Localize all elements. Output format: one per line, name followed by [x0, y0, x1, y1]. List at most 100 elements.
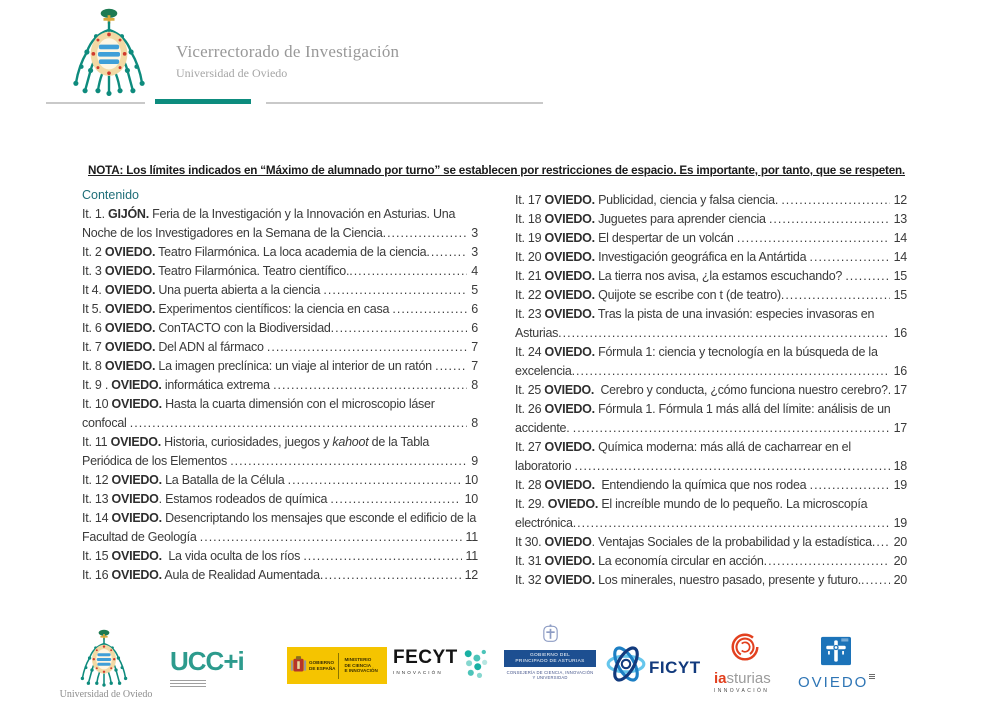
toc-entry[interactable]: It. 8 OVIEDO. La imagen preclínica: un v…: [82, 357, 478, 376]
toc-entry[interactable]: It. 27 OVIEDO. Química moderna: más allá…: [515, 438, 907, 476]
toc-page-number: 20: [889, 552, 907, 571]
toc-entry[interactable]: It. 12 OVIEDO. La Batalla de la Célula .…: [82, 471, 478, 490]
toc-entry[interactable]: It. 7 OVIEDO. Del ADN al fármaco .......…: [82, 338, 478, 357]
toc-entry-line: It. 11 OVIEDO. Historia, curiosidades, j…: [82, 433, 478, 452]
ficyt-logo: FICYT: [605, 643, 701, 685]
toc-text-segment: El despertar de un volcán: [594, 231, 737, 245]
dot-leader: ........................................…: [303, 549, 478, 563]
toc-page-number: 10: [460, 490, 478, 509]
toc-entry-line: Asturias................................…: [515, 324, 907, 343]
toc-entry[interactable]: It. 6 OVIEDO. ConTACTO con la Biodiversi…: [82, 319, 478, 338]
toc-entry[interactable]: It. 18 OVIEDO. Juguetes para aprender ci…: [515, 210, 907, 229]
toc-entry[interactable]: It. 15 OVIEDO. La vida oculta de los río…: [82, 547, 478, 566]
toc-entry-line: It. 17 OVIEDO. Publicidad, ciencia y fal…: [515, 191, 907, 210]
toc-entry-line: It. 13 OVIEDO. Estamos rodeados de quími…: [82, 490, 478, 509]
toc-entry[interactable]: It. 10 OVIEDO. Hasta la cuarta dimensión…: [82, 395, 478, 433]
toc-entry-line: It. 8 OVIEDO. La imagen preclínica: un v…: [82, 357, 478, 376]
dot-leader: ........................................…: [330, 492, 478, 506]
toc-entry[interactable]: It. 21 OVIEDO. La tierra nos avisa, ¿la …: [515, 267, 907, 286]
toc-text-segment: OVIEDO.: [544, 307, 596, 321]
toc-entry[interactable]: It. 11 OVIEDO. Historia, curiosidades, j…: [82, 433, 478, 471]
iasturias-logo: iasturias INNOVACIÓN: [714, 631, 798, 694]
principado-box-label: GOBIERNO DEL PRINCIPADO DE ASTURIAS: [504, 650, 596, 667]
toc-entry-line: It. 19 OVIEDO. El despertar de un volcán…: [515, 229, 907, 248]
toc-entry-line: It. 21 OVIEDO. La tierra nos avisa, ¿la …: [515, 267, 907, 286]
toc-entry[interactable]: It. 23 OVIEDO. Tras la pista de una inva…: [515, 305, 907, 343]
oviedo-logo-text: OVIEDO: [798, 674, 890, 691]
toc-text-segment: Desencriptando los mensajes que esconde …: [161, 511, 477, 525]
toc-text-segment: OVIEDO.: [111, 568, 163, 582]
toc-entry[interactable]: It. 29. OVIEDO. El increíble mundo de lo…: [515, 495, 907, 533]
toc-text-segment: Hasta la cuarta dimensión con el microsc…: [161, 397, 435, 411]
toc-text-segment: . Estamos rodeados de química: [158, 492, 331, 506]
dot-leader: ........................................…: [574, 459, 907, 473]
toc-text-segment: OVIEDO.: [110, 435, 162, 449]
nota-banner: NOTA: Los límites indicados en “Máximo d…: [88, 161, 905, 179]
toc-entry[interactable]: It 30. OVIEDO. Ventajas Sociales de la p…: [515, 533, 907, 552]
toc-entry[interactable]: It. 9 . OVIEDO. informática extrema ....…: [82, 376, 478, 395]
toc-text-segment: La economía circular en acción: [594, 554, 764, 568]
ucci-logo-smallprint: [170, 679, 270, 687]
toc-entry[interactable]: It. 19 OVIEDO. El despertar de un volcán…: [515, 229, 907, 248]
dot-leader: ........................................…: [435, 359, 478, 373]
toc-page-number: 8: [467, 414, 478, 433]
toc-entry[interactable]: It. 25 OVIEDO. Cerebro y conducta, ¿cómo…: [515, 381, 907, 400]
toc-text-segment: OVIEDO.: [544, 193, 596, 207]
toc-text-segment: OVIEDO: [111, 492, 159, 506]
toc-entry[interactable]: It. 28 OVIEDO. Entendiendo la química qu…: [515, 476, 907, 495]
toc-entry[interactable]: It. 1. GIJÓN. Feria de la Investigación …: [82, 205, 478, 243]
toc-entry[interactable]: It. 17 OVIEDO. Publicidad, ciencia y fal…: [515, 191, 907, 210]
toc-entry[interactable]: It 5. OVIEDO. Experimentos científicos: …: [82, 300, 478, 319]
toc-page-number: 5: [467, 281, 478, 300]
dot-leader: ........................................…: [382, 226, 478, 240]
toc-entry[interactable]: It 4. OVIEDO. Una puerta abierta a la ci…: [82, 281, 478, 300]
toc-entry[interactable]: It. 22 OVIEDO. Quijote se escribe con t …: [515, 286, 907, 305]
toc-entry[interactable]: It. 31 OVIEDO. La economía circular en a…: [515, 552, 907, 571]
toc-text-segment: Facultad de Geología: [82, 530, 200, 544]
iasturias-logo-text: iasturias: [714, 670, 771, 687]
toc-entry-line: It 4. OVIEDO. Una puerta abierta a la ci…: [82, 281, 478, 300]
toc-text-segment: It. 29.: [515, 497, 548, 511]
toc-entry[interactable]: It. 14 OVIEDO. Desencriptando los mensaj…: [82, 509, 478, 547]
toc-text-segment: OVIEDO.: [544, 345, 596, 359]
toc-entry[interactable]: It. 16 OVIEDO. Aula de Realidad Aumentad…: [82, 566, 478, 585]
toc-page-number: 11: [461, 547, 478, 566]
toc-entry[interactable]: It. 13 OVIEDO. Estamos rodeados de quími…: [82, 490, 478, 509]
toc-entry[interactable]: It. 20 OVIEDO. Investigación geográfica …: [515, 248, 907, 267]
toc-entry-line: electrónica.............................…: [515, 514, 907, 533]
toc-entry-line: It. 28 OVIEDO. Entendiendo la química qu…: [515, 476, 907, 495]
dot-leader: ........................................…: [572, 421, 907, 435]
dot-leader: ........................................…: [199, 530, 478, 544]
gobierno-espana-label: GOBIERNO DE ESPAÑA: [309, 660, 336, 671]
toc-text-segment: It. 31: [515, 554, 545, 568]
toc-page-number: 6: [467, 300, 478, 319]
toc-entry[interactable]: It. 3 OVIEDO. Teatro Filarmónica. Teatro…: [82, 262, 478, 281]
header-rule-teal-segment: [155, 99, 251, 104]
toc-entry-line: It. 1. GIJÓN. Feria de la Investigación …: [82, 205, 478, 224]
dot-leader: ........................................…: [768, 212, 907, 226]
toc-text-segment: OVIEDO.: [104, 302, 156, 316]
toc-text-segment: Tras la pista de una invasión: especies …: [594, 307, 875, 321]
toc-entry[interactable]: It. 2 OVIEDO. Teatro Filarmónica. La loc…: [82, 243, 478, 262]
toc-text-segment: It. 15: [82, 549, 112, 563]
dot-leader: ........................................…: [763, 554, 907, 568]
uniovi-footer-caption: Universidad de Oviedo: [59, 689, 153, 700]
toc-entry-line: It. 6 OVIEDO. ConTACTO con la Biodiversi…: [82, 319, 478, 338]
toc-entry[interactable]: It. 32 OVIEDO. Los minerales, nuestro pa…: [515, 571, 907, 590]
principado-caption: CONSEJERÍA DE CIENCIA, INNOVACIÓN Y UNIV…: [506, 669, 594, 680]
toc-text-segment: OVIEDO.: [544, 478, 596, 492]
header-rule-left: [46, 102, 145, 104]
dot-leader: ........................................…: [558, 326, 907, 340]
toc-page-number: 14: [889, 229, 907, 248]
toc-text-segment: excelencia: [515, 364, 572, 378]
toc-text-segment: It. 27: [515, 440, 545, 454]
toc-entry-line: It. 22 OVIEDO. Quijote se escribe con t …: [515, 286, 907, 305]
toc-text-segment: OVIEDO.: [544, 440, 596, 454]
toc-text-segment: It 4.: [82, 283, 105, 297]
toc-text-segment: OVIEDO.: [544, 250, 596, 264]
toc-entry[interactable]: It. 26 OVIEDO. Fórmula 1. Fórmula 1 más …: [515, 400, 907, 438]
toc-text-segment: OVIEDO.: [111, 378, 162, 392]
toc-entry[interactable]: It. 24 OVIEDO. Fórmula 1: ciencia y tecn…: [515, 343, 907, 381]
toc-page-number: 12: [460, 566, 478, 585]
toc-text-segment: It. 14: [82, 511, 112, 525]
